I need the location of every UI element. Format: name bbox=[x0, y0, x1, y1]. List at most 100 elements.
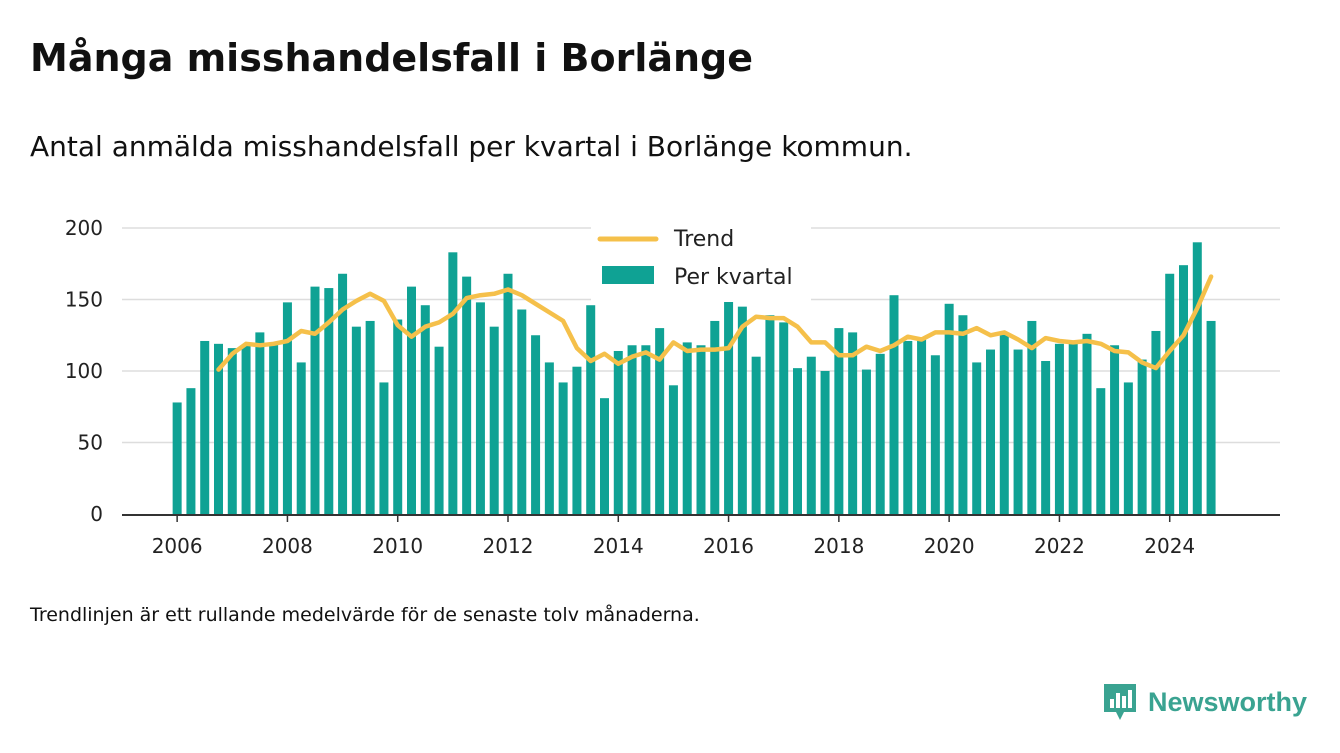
bar bbox=[269, 342, 279, 514]
bar bbox=[227, 348, 237, 514]
bar bbox=[255, 332, 265, 514]
x-tick-label: 2008 bbox=[262, 534, 313, 558]
bar bbox=[1096, 388, 1106, 514]
x-tick-label: 2014 bbox=[593, 534, 644, 558]
bar bbox=[751, 356, 761, 514]
bar bbox=[903, 340, 913, 514]
bar bbox=[503, 273, 513, 514]
bar bbox=[310, 286, 320, 514]
bar bbox=[696, 345, 706, 514]
bar bbox=[462, 276, 472, 514]
bar bbox=[668, 385, 678, 514]
bar bbox=[765, 315, 775, 514]
bar bbox=[641, 345, 651, 514]
chart-footnote: Trendlinjen är ett rullande medelvärde f… bbox=[30, 604, 700, 626]
x-tick-label: 2022 bbox=[1034, 534, 1085, 558]
newsworthy-logo-text: Newsworthy bbox=[1148, 686, 1308, 717]
bar bbox=[296, 362, 306, 514]
bar bbox=[655, 328, 665, 514]
bar bbox=[1041, 360, 1051, 514]
bar bbox=[1179, 265, 1188, 514]
x-tick-label: 2016 bbox=[703, 534, 754, 558]
y-tick-label: 0 bbox=[90, 502, 103, 526]
bar bbox=[517, 309, 527, 514]
bar bbox=[200, 340, 210, 514]
x-tick-label: 2010 bbox=[372, 534, 423, 558]
bar-series bbox=[172, 242, 1216, 515]
bar bbox=[779, 322, 789, 514]
bar bbox=[1013, 349, 1023, 514]
bar bbox=[724, 293, 734, 514]
bar bbox=[1206, 320, 1216, 514]
bar bbox=[558, 382, 568, 514]
bar bbox=[793, 368, 802, 514]
bar bbox=[172, 402, 182, 514]
legend-trend-label: Trend bbox=[673, 227, 734, 252]
x-tick-label: 2012 bbox=[483, 534, 534, 558]
y-tick-label: 100 bbox=[65, 359, 103, 383]
bar bbox=[475, 302, 485, 514]
bar bbox=[489, 326, 499, 514]
bar bbox=[544, 362, 554, 514]
bar bbox=[1165, 273, 1175, 514]
y-tick-label: 150 bbox=[65, 288, 103, 312]
chart-area: 0 50 100 150 200 2006 2008 2010 2012 2014 2016 2018… bbox=[65, 216, 1280, 558]
y-tick-label: 200 bbox=[65, 216, 103, 240]
bar bbox=[917, 339, 927, 514]
bar bbox=[572, 366, 582, 514]
axis-layer: 0 50 100 150 200 2006 2008 2010 2012 2014 2016 2018… bbox=[65, 216, 1280, 558]
chart-title: Många misshandelsfall i Borlänge bbox=[30, 36, 754, 80]
bar bbox=[1027, 320, 1037, 514]
bar bbox=[324, 288, 334, 514]
newsworthy-logo-icon bbox=[1104, 684, 1136, 720]
legend-bar-swatch bbox=[602, 266, 654, 284]
bar bbox=[986, 349, 995, 514]
bar bbox=[586, 305, 596, 514]
bar bbox=[999, 333, 1009, 514]
bar bbox=[710, 320, 720, 514]
bar bbox=[434, 346, 444, 514]
legend: Trend Per kvartal bbox=[591, 220, 811, 302]
bar bbox=[1082, 333, 1092, 514]
bar bbox=[407, 286, 416, 514]
bar bbox=[972, 362, 982, 514]
bar bbox=[889, 295, 899, 514]
bar bbox=[1151, 330, 1161, 514]
x-tick-label: 2018 bbox=[813, 534, 864, 558]
newsworthy-logo[interactable]: Newsworthy bbox=[1102, 682, 1307, 722]
bar bbox=[365, 320, 375, 514]
x-tick-label: 2020 bbox=[924, 534, 975, 558]
legend-bar-label: Per kvartal bbox=[674, 265, 793, 290]
bar bbox=[1068, 340, 1078, 514]
bar bbox=[241, 345, 251, 514]
bar bbox=[351, 326, 361, 514]
x-tick-label: 2006 bbox=[152, 534, 203, 558]
bar bbox=[875, 353, 885, 514]
trend-line bbox=[216, 274, 1214, 372]
bar bbox=[820, 371, 830, 514]
bar bbox=[531, 335, 541, 514]
bar bbox=[682, 342, 692, 514]
bar bbox=[848, 332, 858, 514]
bar bbox=[1137, 359, 1147, 514]
bar bbox=[613, 350, 623, 514]
bar bbox=[393, 319, 403, 514]
legend-background bbox=[591, 220, 811, 302]
trend-series bbox=[216, 274, 1214, 372]
bar bbox=[1054, 343, 1064, 514]
bar bbox=[1110, 345, 1120, 514]
x-tick-label: 2024 bbox=[1144, 534, 1195, 558]
bar bbox=[930, 355, 940, 514]
bar bbox=[1192, 242, 1202, 515]
bar bbox=[737, 306, 747, 514]
bar bbox=[1123, 382, 1133, 514]
chart-subtitle: Antal anmälda misshandelsfall per kvarta… bbox=[30, 130, 913, 163]
y-tick-label: 50 bbox=[78, 431, 103, 455]
bar bbox=[834, 328, 844, 514]
bar bbox=[448, 252, 458, 514]
bar bbox=[944, 303, 954, 514]
bar bbox=[627, 345, 637, 514]
bar bbox=[420, 305, 430, 514]
bar bbox=[600, 398, 609, 514]
bar bbox=[214, 343, 223, 514]
